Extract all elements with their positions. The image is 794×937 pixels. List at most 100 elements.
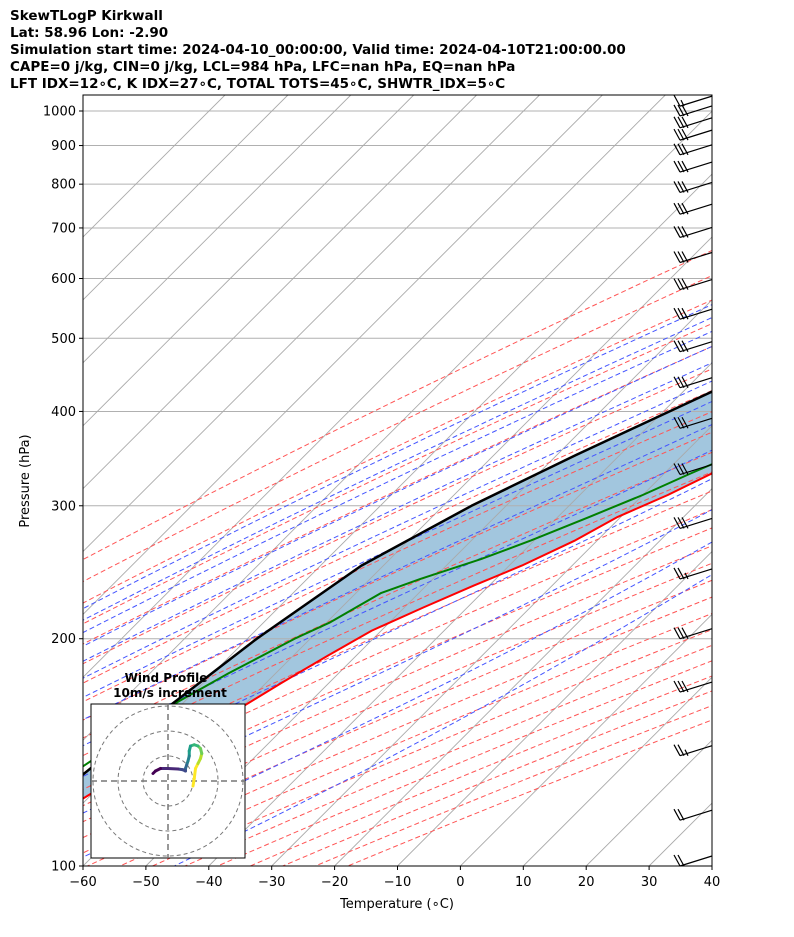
- y-tick-label: 100: [51, 860, 76, 875]
- chart-title: SkewTLogP Kirkwall: [10, 8, 163, 24]
- indices-line-1: CAPE=0 j/kg, CIN=0 j/kg, LCL=984 hPa, LF…: [10, 59, 516, 75]
- dry-adiabat: [83, 275, 712, 583]
- wind-barb-flag: [673, 680, 681, 693]
- wind-barb-flag: [681, 181, 689, 193]
- x-tick-label: 0: [456, 875, 464, 890]
- wind-barb-shaft: [679, 417, 713, 429]
- moist-adiabat: [83, 478, 712, 777]
- wind-barb-half: [680, 99, 685, 107]
- time-line: Simulation start time: 2024-04-10_00:00:…: [10, 42, 626, 58]
- wind-barb-flag: [677, 376, 685, 389]
- wind-barb-flag: [677, 181, 685, 193]
- x-tick-label: 40: [704, 875, 721, 890]
- wind-barb: [673, 463, 713, 476]
- cape-cin-fill: [83, 391, 712, 799]
- wind-barb-flag: [677, 517, 685, 529]
- wind-barb-flag: [673, 854, 681, 867]
- dry-adiabat: [315, 705, 712, 866]
- wind-barb: [673, 376, 713, 389]
- wind-barb: [673, 160, 713, 173]
- moist-adiabats: [83, 304, 712, 866]
- wind-barb-flag: [681, 680, 689, 693]
- x-tick-label: −30: [258, 875, 285, 890]
- isotherm--30: [271, 425, 712, 866]
- wind-barb-flag: [681, 116, 689, 129]
- wind-barb-flag: [681, 278, 689, 290]
- moist-adiabat: [83, 449, 712, 747]
- wind-barb: [673, 627, 713, 640]
- wind-barb-flag: [673, 517, 681, 529]
- wind-barb: [673, 307, 713, 320]
- wind-barb-flag: [673, 744, 681, 756]
- wind-barb-shaft: [679, 855, 713, 867]
- x-tick-label: 10: [515, 875, 532, 890]
- wind-barb-flag: [673, 128, 681, 141]
- wind-barb-flag: [677, 128, 685, 141]
- wind-barb-flag: [677, 627, 685, 640]
- wind-barb-flag: [677, 307, 685, 320]
- hodograph-inset: Wind Profile 10m/s increment: [90, 671, 246, 859]
- isotherm--20: [334, 487, 712, 866]
- wind-barb: [673, 278, 713, 291]
- isotherm-10: [522, 676, 712, 866]
- wind-barb: [673, 416, 713, 429]
- wind-barb-flag: [673, 143, 681, 156]
- x-tick-label: 20: [578, 875, 595, 890]
- dry-adiabat: [83, 562, 712, 839]
- wind-barb-flag: [677, 160, 685, 173]
- wind-barb-flag: [681, 226, 689, 238]
- y-tick-label: 600: [51, 272, 76, 287]
- wind-barb-flag: [673, 226, 681, 238]
- wind-barb-flag: [677, 463, 685, 475]
- isotherm--50: [145, 299, 712, 866]
- y-tick-label: 900: [51, 139, 76, 154]
- y-tick-label: 500: [51, 332, 76, 347]
- wind-barb-shaft: [679, 628, 713, 640]
- wind-barb-flag: [681, 416, 689, 429]
- wind-barb-flag: [677, 808, 685, 821]
- wind-barb: [673, 226, 713, 239]
- wind-barb-shaft: [679, 144, 713, 156]
- wind-barb: [673, 143, 713, 156]
- wind-barb-flag: [673, 94, 681, 107]
- isotherm--130: [83, 95, 415, 427]
- wind-barb-flag: [677, 416, 685, 429]
- wind-barb-flag: [681, 517, 689, 529]
- moist-adiabat: [83, 541, 712, 858]
- wind-barb-flag: [677, 680, 685, 693]
- wind-barb-flag: [681, 340, 689, 352]
- x-axis-label: Temperature (∘C): [339, 897, 454, 912]
- wind-barb-flag: [681, 128, 689, 141]
- hodograph-subtitle: 10m/s increment: [113, 686, 227, 700]
- wind-barbs: [673, 94, 713, 867]
- wind-barb: [673, 181, 713, 194]
- wind-barb-shaft: [679, 95, 713, 107]
- wind-barb-shaft: [679, 161, 713, 173]
- isotherm--80: [83, 110, 712, 741]
- isotherm--140: [83, 95, 352, 364]
- dry-adiabat: [119, 612, 712, 866]
- wind-barb-flag: [681, 160, 689, 173]
- wind-barb-flag: [681, 104, 689, 117]
- y-tick-label: 800: [51, 178, 76, 193]
- wind-barb-flag: [677, 340, 685, 352]
- moist-adiabat: [83, 509, 712, 814]
- wind-barb-flag: [673, 181, 681, 193]
- wind-barb: [673, 854, 713, 867]
- y-tick-label: 400: [51, 405, 76, 420]
- wind-barb: [673, 680, 713, 693]
- isotherm--40: [208, 362, 712, 866]
- indices-line-2: LFT IDX=12∘C, K IDX=27∘C, TOTAL TOTS=45∘…: [10, 76, 506, 92]
- dry-adiabat: [184, 644, 712, 866]
- wind-barb-shaft: [679, 463, 713, 476]
- wind-barb-flag: [673, 104, 681, 117]
- wind-barb: [673, 340, 713, 353]
- isotherm--10: [397, 550, 712, 866]
- wind-barb-flag: [673, 251, 681, 263]
- wind-barb-flag: [681, 143, 689, 156]
- y-tick-label: 200: [51, 632, 76, 647]
- x-tick-label: −60: [69, 875, 96, 890]
- wind-barb: [673, 128, 713, 141]
- wind-barb-flag: [681, 251, 689, 263]
